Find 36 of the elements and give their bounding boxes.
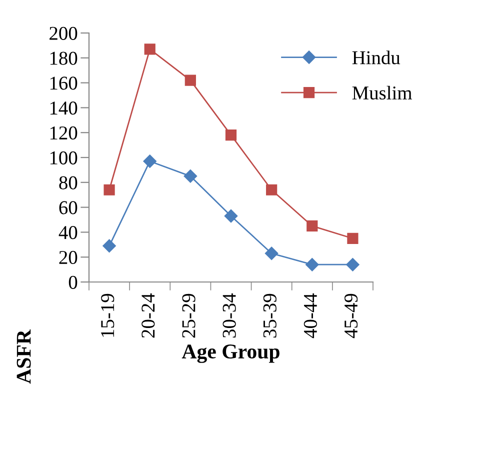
point xyxy=(306,220,318,232)
x-tick-label: 35-39 xyxy=(263,294,276,338)
y-axis-title: ASFR xyxy=(16,329,31,384)
x-tick-label: 15-19 xyxy=(101,294,114,337)
point xyxy=(143,154,156,168)
point xyxy=(347,232,358,244)
y-tick-label: 160 xyxy=(50,76,78,90)
point xyxy=(104,184,115,196)
point xyxy=(224,209,238,223)
y-tick-label: 20 xyxy=(59,250,78,264)
point xyxy=(225,130,237,141)
x-tick-label: 20-24 xyxy=(142,293,155,338)
y-tick-label: 200 xyxy=(50,26,78,40)
y-tick-label: 40 xyxy=(58,226,78,240)
y-tick-label: 80 xyxy=(59,176,78,190)
y-tick-label: 100 xyxy=(50,151,78,164)
y-tick-label: 120 xyxy=(50,126,78,140)
y-tick-label: 60 xyxy=(59,201,78,214)
point xyxy=(144,44,156,55)
x-tick-label: 40-44 xyxy=(304,293,318,338)
y-tick-label: 140 xyxy=(50,102,78,115)
y-tick-label: 0 xyxy=(68,276,78,289)
point xyxy=(102,239,116,252)
point xyxy=(264,246,278,260)
point xyxy=(184,170,198,183)
legend-label: Muslim xyxy=(352,86,412,100)
legend-label: Hindu xyxy=(352,50,400,64)
x-tick-label: 30-34 xyxy=(222,293,236,338)
point xyxy=(266,184,278,196)
point xyxy=(184,74,196,86)
y-tick-label: 180 xyxy=(50,52,78,65)
x-tick-label: 45-49 xyxy=(344,294,358,338)
point xyxy=(346,258,360,272)
x-axis-title: Age Group xyxy=(182,344,280,363)
point xyxy=(306,258,319,272)
x-tick-label: 25-29 xyxy=(182,294,196,338)
